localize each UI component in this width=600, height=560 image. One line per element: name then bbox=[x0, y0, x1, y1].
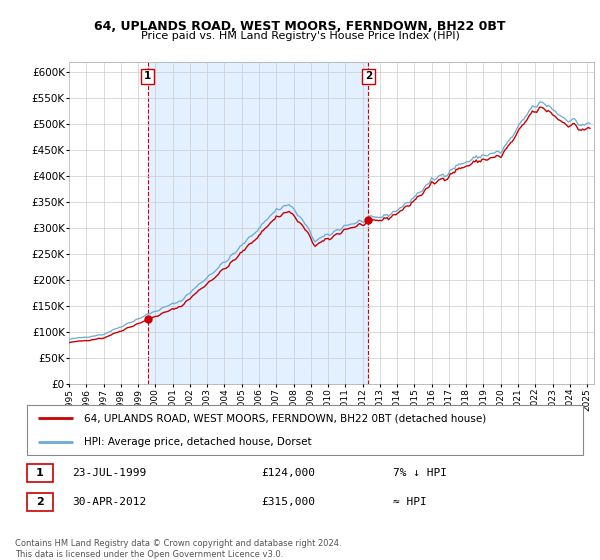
Text: 64, UPLANDS ROAD, WEST MOORS, FERNDOWN, BH22 0BT (detached house): 64, UPLANDS ROAD, WEST MOORS, FERNDOWN, … bbox=[84, 413, 486, 423]
Text: 2: 2 bbox=[36, 497, 43, 507]
Text: HPI: Average price, detached house, Dorset: HPI: Average price, detached house, Dors… bbox=[84, 436, 311, 446]
Text: £315,000: £315,000 bbox=[262, 497, 316, 507]
FancyBboxPatch shape bbox=[27, 405, 583, 455]
FancyBboxPatch shape bbox=[27, 464, 53, 482]
Text: £124,000: £124,000 bbox=[262, 468, 316, 478]
Text: Contains HM Land Registry data © Crown copyright and database right 2024.
This d: Contains HM Land Registry data © Crown c… bbox=[15, 539, 341, 559]
Text: ≈ HPI: ≈ HPI bbox=[394, 497, 427, 507]
Text: 23-JUL-1999: 23-JUL-1999 bbox=[73, 468, 147, 478]
Text: Price paid vs. HM Land Registry's House Price Index (HPI): Price paid vs. HM Land Registry's House … bbox=[140, 31, 460, 41]
Text: 30-APR-2012: 30-APR-2012 bbox=[73, 497, 147, 507]
Text: 2: 2 bbox=[365, 71, 372, 81]
Text: 1: 1 bbox=[144, 71, 151, 81]
FancyBboxPatch shape bbox=[27, 493, 53, 511]
Text: 64, UPLANDS ROAD, WEST MOORS, FERNDOWN, BH22 0BT: 64, UPLANDS ROAD, WEST MOORS, FERNDOWN, … bbox=[94, 20, 506, 32]
Text: 7% ↓ HPI: 7% ↓ HPI bbox=[394, 468, 448, 478]
Text: 1: 1 bbox=[36, 468, 43, 478]
